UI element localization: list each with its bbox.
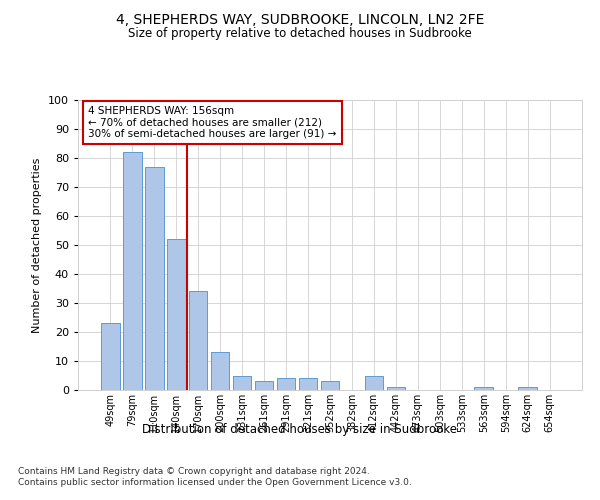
Bar [123, 152, 142, 390]
Bar [233, 376, 251, 390]
Text: Size of property relative to detached houses in Sudbrooke: Size of property relative to detached ho… [128, 28, 472, 40]
Y-axis label: Number of detached properties: Number of detached properties [32, 158, 43, 332]
Bar [365, 376, 383, 390]
Bar [277, 378, 295, 390]
Bar [475, 387, 493, 390]
Text: Contains HM Land Registry data © Crown copyright and database right 2024.
Contai: Contains HM Land Registry data © Crown c… [18, 468, 412, 487]
Text: 4, SHEPHERDS WAY, SUDBROOKE, LINCOLN, LN2 2FE: 4, SHEPHERDS WAY, SUDBROOKE, LINCOLN, LN… [116, 12, 484, 26]
Bar [189, 292, 208, 390]
Bar [518, 387, 537, 390]
Bar [299, 378, 317, 390]
Bar [211, 352, 229, 390]
Text: 4 SHEPHERDS WAY: 156sqm
← 70% of detached houses are smaller (212)
30% of semi-d: 4 SHEPHERDS WAY: 156sqm ← 70% of detache… [88, 106, 337, 139]
Text: Distribution of detached houses by size in Sudbrooke: Distribution of detached houses by size … [143, 422, 458, 436]
Bar [145, 166, 164, 390]
Bar [320, 382, 340, 390]
Bar [386, 387, 405, 390]
Bar [255, 382, 274, 390]
Bar [167, 239, 185, 390]
Bar [101, 324, 119, 390]
